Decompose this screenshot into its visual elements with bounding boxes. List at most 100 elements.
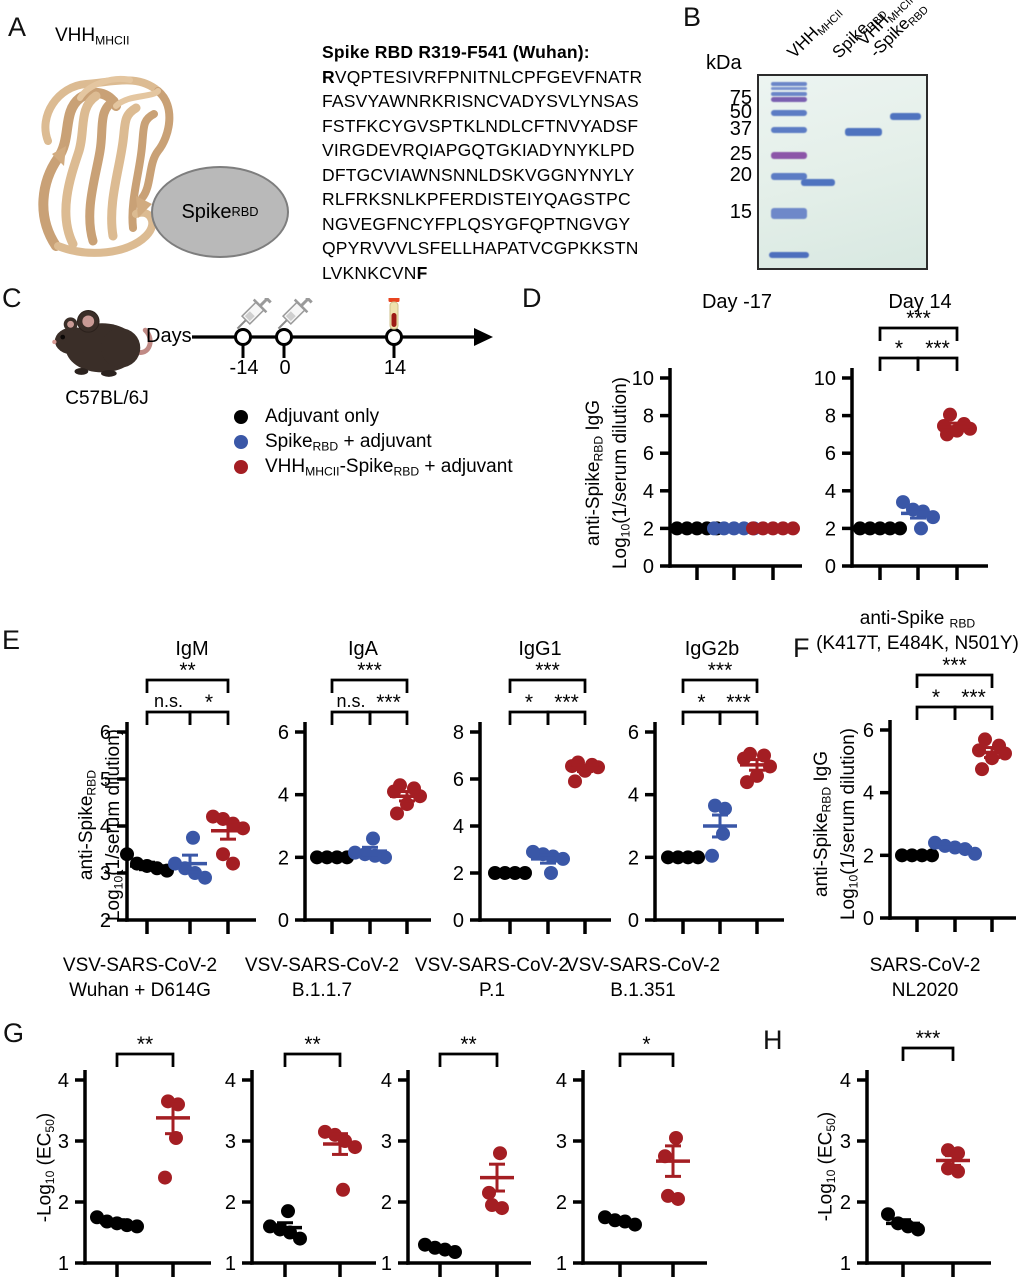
svg-text:4: 4 xyxy=(556,1070,567,1092)
svg-text:1: 1 xyxy=(840,1253,851,1275)
chart-igm: 2 3 4 5 6 ** n.s. * xyxy=(55,655,260,945)
svg-text:3: 3 xyxy=(556,1131,567,1153)
timeline-arrowhead xyxy=(474,328,493,346)
chart-neut-p1: 1 2 3 4 ** xyxy=(344,1030,540,1280)
sequence-title: Spike RBD R319-F541 (Wuhan): xyxy=(322,42,590,62)
chart-neut-wuhan: 1 2 3 4 ** xyxy=(20,1030,220,1280)
svg-text:2: 2 xyxy=(840,1192,851,1214)
chart-title-iga: IgA xyxy=(347,638,379,660)
chart-variant-rbd-igg: 0 2 4 6 *** * *** xyxy=(818,654,1020,945)
svg-text:8: 8 xyxy=(825,406,836,428)
svg-text:6: 6 xyxy=(825,443,836,465)
sequence-line: FASVYAWNRKRISNCVADYSVLYNSAS xyxy=(322,91,639,111)
svg-text:6: 6 xyxy=(453,769,464,791)
svg-text:0: 0 xyxy=(628,910,639,932)
group-legend: Adjuvant only SpikeRBD + adjuvant VHHMHC… xyxy=(234,404,513,479)
spike-rbd-band xyxy=(845,128,882,136)
svg-text:**: ** xyxy=(137,1033,153,1056)
sequence-line: RLFRKSNLKPFERDISTEIYQAGSTPC xyxy=(322,189,631,209)
syringe-icon xyxy=(236,298,272,330)
panel-label-d: D xyxy=(522,283,542,313)
panel-label-e: E xyxy=(2,625,21,655)
legend-dot-blue-icon xyxy=(234,434,248,449)
ladder-band-15 xyxy=(771,208,807,219)
ladder-band xyxy=(771,87,807,90)
legend-item-spike: SpikeRBD + adjuvant xyxy=(234,429,513,454)
chart-title-igm: IgM xyxy=(175,638,209,660)
svg-text:3: 3 xyxy=(381,1131,392,1153)
chart-iga: 0 2 4 6 *** n.s. *** xyxy=(233,655,433,945)
svg-text:6: 6 xyxy=(278,722,289,744)
timeline-tick-14: 14 xyxy=(383,357,407,379)
chart-igg2b: 0 2 4 6 *** * *** xyxy=(583,655,787,945)
sequence-line: NGVEGFNCYFPLQSYGFQPTNGVGY xyxy=(322,213,631,234)
svg-text:***: *** xyxy=(906,307,931,330)
svg-text:8: 8 xyxy=(453,722,464,744)
svg-text:4: 4 xyxy=(58,1070,69,1092)
chart-igg1: 0 2 4 6 8 *** * *** xyxy=(408,655,613,945)
panel-label-h: H xyxy=(763,1025,783,1055)
svg-text:4: 4 xyxy=(840,1070,851,1092)
svg-text:0: 0 xyxy=(278,910,289,932)
legend-dot-black-icon xyxy=(234,409,248,424)
svg-text:***: *** xyxy=(925,337,950,360)
blood-tube-icon xyxy=(388,298,400,330)
svg-text:2: 2 xyxy=(863,845,874,867)
timeline-tick-minus14: -14 xyxy=(229,357,259,379)
svg-text:***: *** xyxy=(916,1030,941,1050)
timeline xyxy=(192,298,493,358)
sequence-line: VIRGDEVRQIAPGQTGKIADYNYKLPD xyxy=(322,140,635,160)
chart-title-igg2b: IgG2b xyxy=(684,638,740,660)
svg-text:3: 3 xyxy=(840,1131,851,1153)
legend-item-vhh-spike: VHHMHCII-SpikeRBD + adjuvant xyxy=(234,454,513,479)
svg-text:n.s.: n.s. xyxy=(336,691,365,711)
ladder-band-25 xyxy=(771,152,807,159)
sequence-line: RVQPTESIVRFPNITNLCPFGEVFNATR xyxy=(322,66,643,87)
sequence-line: DFTGCVIAWNSNNLDSKVGGNYNYLY xyxy=(322,164,635,185)
sequence-line: FSTFKCYGVSPTKLNDLCFTNVYADSF xyxy=(322,115,639,136)
svg-text:10: 10 xyxy=(632,368,654,390)
svg-text:4: 4 xyxy=(100,816,111,838)
svg-text:1: 1 xyxy=(225,1253,236,1275)
svg-text:1: 1 xyxy=(381,1253,392,1275)
svg-text:6: 6 xyxy=(643,443,654,465)
svg-text:0: 0 xyxy=(825,556,836,578)
svg-text:5: 5 xyxy=(100,769,111,791)
caption-b117: VSV-SARS-CoV-2 B.1.1.7 xyxy=(244,955,400,1001)
svg-text:6: 6 xyxy=(863,720,874,742)
svg-text:*: * xyxy=(895,337,903,360)
svg-text:0: 0 xyxy=(863,908,874,930)
chart-day-minus17: 0 2 4 6 8 10 xyxy=(596,355,814,587)
svg-text:***: *** xyxy=(961,686,986,709)
svg-text:2: 2 xyxy=(100,910,111,932)
svg-text:4: 4 xyxy=(825,481,836,503)
svg-text:2: 2 xyxy=(381,1192,392,1214)
caption-wuhan-d614g: VSV-SARS-CoV-2 Wuhan + D614G xyxy=(62,955,218,1001)
chart-title-igg1: IgG1 xyxy=(518,638,562,660)
legend-item-adjuvant: Adjuvant only xyxy=(234,404,513,429)
svg-text:*: * xyxy=(205,691,213,714)
panel-label-g: G xyxy=(3,1018,25,1048)
svg-text:2: 2 xyxy=(643,518,654,540)
chart-neut-nl2020: 1 2 3 4 *** xyxy=(803,1027,999,1280)
svg-text:4: 4 xyxy=(863,783,874,805)
svg-text:4: 4 xyxy=(381,1070,392,1092)
caption-p1: VSV-SARS-CoV-2 P.1 xyxy=(414,955,570,1001)
sds-page-gel xyxy=(757,74,928,270)
svg-text:*: * xyxy=(525,691,533,714)
ladder-band xyxy=(771,92,807,96)
mouse-icon xyxy=(52,310,153,377)
spike-rbd-sequence: Spike RBD R319-F541 (Wuhan): RVQPTESIVRF… xyxy=(322,40,682,285)
kda-37: 37 xyxy=(729,118,752,140)
svg-text:***: *** xyxy=(376,691,401,714)
dye-front-band xyxy=(769,252,809,258)
svg-text:2: 2 xyxy=(556,1192,567,1214)
sequence-line: QPYRVVVLSFELLHAPATVCGPKKSTN xyxy=(322,238,639,258)
svg-text:*: * xyxy=(932,686,940,709)
svg-text:**: ** xyxy=(179,659,195,682)
svg-text:0: 0 xyxy=(453,910,464,932)
svg-text:2: 2 xyxy=(453,863,464,885)
ladder-band-20 xyxy=(771,173,807,180)
panel-label-f: F xyxy=(793,633,810,663)
svg-text:2: 2 xyxy=(225,1192,236,1214)
